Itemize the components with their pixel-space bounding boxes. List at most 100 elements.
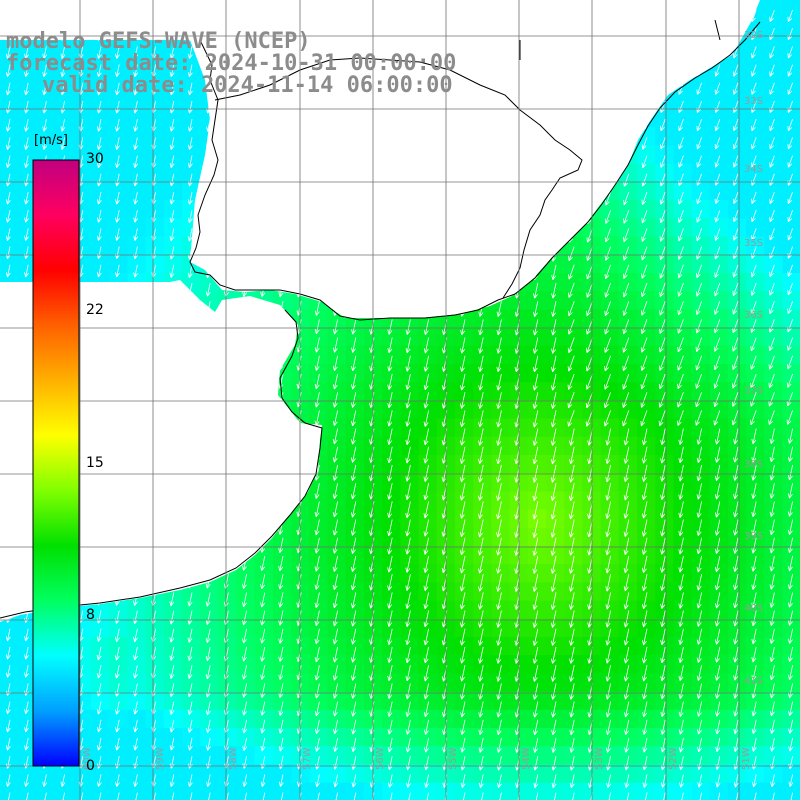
wind-arrow: [569, 446, 575, 465]
colorbar-gradient: [32, 159, 80, 767]
wind-speed-cell: [600, 382, 620, 401]
wind-speed-cell: [491, 364, 511, 383]
wind-arrow: [96, 264, 102, 278]
wind-arrow: [605, 428, 611, 446]
wind-arrow: [768, 392, 775, 407]
wind-arrow: [714, 464, 721, 482]
wind-arrow: [678, 173, 684, 186]
wind-arrow: [478, 446, 484, 464]
wind-arrow: [133, 228, 139, 241]
wind-arrow: [459, 464, 466, 483]
wind-speed-cell: [400, 491, 420, 511]
wind-speed-cell: [109, 618, 128, 638]
wind-arrow: [187, 82, 193, 96]
wind-speed-cell: [564, 673, 583, 693]
wind-arrow: [714, 555, 721, 573]
wind-speed-cell: [327, 709, 347, 729]
wind-speed-cell: [637, 527, 656, 547]
wind-speed-cell: [291, 364, 310, 383]
wind-speed-cell: [345, 709, 365, 729]
wind-arrow: [787, 519, 793, 535]
wind-arrow: [115, 719, 120, 733]
wind-speed-cell: [127, 764, 147, 784]
wind-arrow: [405, 483, 411, 500]
wind-arrow: [751, 537, 757, 554]
wind-speed-cell: [527, 564, 547, 583]
wind-speed-cell: [491, 564, 511, 583]
wind-speed-cell: [327, 764, 347, 784]
wind-arrow: [568, 264, 575, 280]
wind-arrow: [115, 792, 120, 800]
wind-speed-cell: [200, 655, 219, 674]
wind-arrow: [387, 319, 393, 335]
wind-arrow: [659, 228, 666, 242]
wind-speed-cell: [546, 345, 565, 365]
wind-arrow: [60, 792, 65, 800]
wind-arrow: [133, 137, 139, 150]
wind-speed-cell: [182, 637, 201, 656]
wind-speed-cell: [764, 473, 784, 492]
wind-arrow: [678, 701, 684, 717]
wind-speed-cell: [254, 709, 274, 729]
wind-speed-cell: [345, 509, 365, 529]
wind-speed-cell: [91, 200, 110, 219]
wind-speed-cell: [746, 564, 765, 583]
wind-speed-cell: [91, 709, 110, 729]
wind-arrow: [350, 537, 357, 554]
wind-speed-cell: [600, 291, 620, 310]
wind-arrow: [242, 646, 247, 662]
colorbar: [32, 159, 80, 767]
wind-arrow: [750, 337, 757, 352]
wind-arrow: [115, 155, 120, 169]
wind-speed-cell: [291, 509, 310, 529]
wind-arrow: [642, 628, 648, 646]
wind-speed-cell: [345, 418, 365, 438]
wind-arrow: [96, 64, 102, 78]
wind-arrow: [133, 628, 138, 643]
wind-speed-cell: [746, 527, 765, 547]
wind-arrow: [626, 792, 630, 800]
wind-speed-cell: [546, 491, 565, 511]
wind-arrow: [242, 737, 248, 752]
wind-arrow: [114, 646, 120, 661]
wind-speed-cell: [764, 418, 784, 438]
wind-speed-cell: [182, 618, 201, 638]
wind-arrow: [60, 46, 66, 59]
wind-arrow: [750, 264, 757, 278]
wind-arrow: [350, 501, 357, 518]
wind-arrow: [242, 701, 248, 716]
wind-speed-cell: [546, 418, 565, 438]
wind-arrow: [769, 82, 775, 95]
wind-speed-cell: [673, 91, 693, 110]
wind-arrow: [624, 737, 630, 753]
wind-speed-cell: [0, 145, 19, 165]
wind-speed-cell: [618, 218, 638, 238]
wind-speed-cell: [491, 691, 511, 711]
wind-speed-cell: [109, 54, 128, 74]
wind-arrow: [423, 701, 429, 718]
wind-arrow: [260, 665, 266, 680]
wind-speed-cell: [309, 691, 329, 711]
wind-arrow: [496, 428, 502, 446]
wind-speed-cell: [72, 109, 92, 128]
wind-speed-cell: [691, 527, 711, 547]
wind-speed-cell: [309, 527, 329, 547]
wind-speed-cell: [473, 418, 492, 438]
wind-speed-cell: [145, 254, 165, 274]
wind-speed-cell: [637, 782, 656, 800]
wind-speed-cell: [182, 746, 201, 765]
wind-speed-cell: [600, 527, 620, 547]
wind-speed-cell: [163, 72, 183, 92]
wind-speed-cell: [782, 36, 800, 56]
wind-arrow: [278, 537, 284, 554]
wind-arrow: [496, 301, 502, 317]
wind-speed-cell: [546, 782, 565, 800]
wind-speed-cell: [564, 600, 583, 620]
wind-speed-cell: [291, 582, 310, 602]
wind-speed-cell: [182, 600, 201, 620]
wind-speed-cell: [618, 291, 638, 310]
wind-speed-cell: [782, 564, 800, 583]
wind-arrow: [624, 719, 630, 735]
wind-speed-cell: [145, 782, 165, 800]
wind-arrow: [423, 537, 429, 555]
